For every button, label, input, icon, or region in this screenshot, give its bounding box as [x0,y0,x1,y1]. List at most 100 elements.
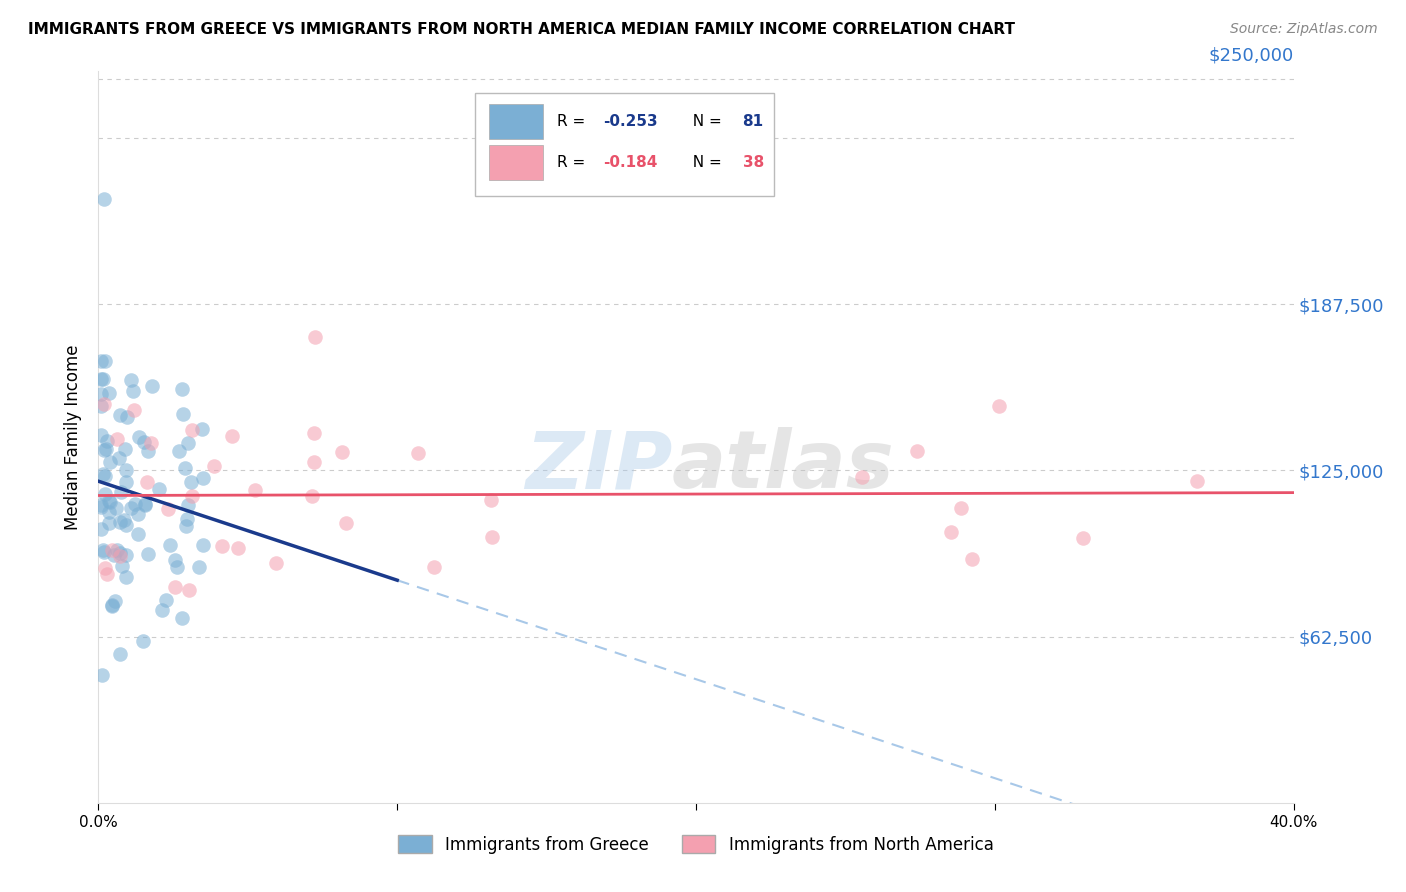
Point [114,442,136,457]
Point [105,432,128,446]
Point [93,545,115,559]
Point [93,443,115,458]
Point [304,330,326,344]
Point [121,384,143,398]
Point [128,429,150,443]
Point [179,582,201,597]
Point [172,407,194,421]
Point [115,410,138,425]
Point [134,435,156,450]
Point [211,540,233,554]
Text: N =: N = [683,155,727,170]
Point [115,548,138,562]
Point [191,422,214,436]
Text: Source: ZipAtlas.com: Source: ZipAtlas.com [1230,22,1378,37]
Point [91,668,114,682]
Point [94,560,117,574]
Point [127,526,149,541]
Point [101,599,124,613]
Point [148,482,170,496]
Point [120,501,142,516]
Point [136,547,159,561]
Point [135,475,157,490]
Point [93,192,115,206]
Point [98,455,121,469]
Point [172,382,194,396]
Point [159,538,181,552]
Point [155,593,177,607]
Point [174,461,197,475]
Point [479,492,502,507]
Text: 81: 81 [742,113,763,128]
Point [90,428,112,442]
Point [96,566,118,581]
Point [202,459,225,474]
Point [108,546,131,560]
Legend: Immigrants from Greece, Immigrants from North America: Immigrants from Greece, Immigrants from … [392,829,1000,860]
Point [101,598,124,612]
Point [104,501,127,516]
Point [104,593,127,607]
Point [98,493,121,508]
Point [108,515,131,529]
Point [1185,474,1208,488]
Point [93,371,115,385]
Point [108,450,131,465]
Point [94,469,117,483]
Text: $250,000: $250,000 [1208,46,1294,64]
Point [114,517,136,532]
Point [166,559,188,574]
Point [97,386,120,401]
Point [304,425,326,440]
Point [98,494,121,508]
Bar [489,145,543,180]
Point [139,435,162,450]
Point [124,497,146,511]
Point [110,647,132,661]
Point [90,399,112,413]
Point [134,497,156,511]
Point [163,553,186,567]
Point [120,373,142,387]
Point [98,506,121,520]
Point [221,429,243,443]
Text: R =: R = [557,155,591,170]
Point [115,569,138,583]
Point [150,603,173,617]
Point [134,498,156,512]
Point [90,354,112,368]
FancyBboxPatch shape [475,94,773,195]
Y-axis label: Median Family Income: Median Family Income [65,344,83,530]
Text: 38: 38 [742,155,763,170]
Text: N =: N = [683,113,727,128]
Point [112,513,135,527]
Point [90,498,112,512]
Point [423,559,446,574]
Point [114,475,136,490]
Point [110,485,132,500]
Point [94,442,117,457]
Point [188,559,211,574]
Point [949,501,972,516]
Point [335,516,357,531]
Point [245,483,267,498]
Point [93,542,115,557]
Point [941,525,963,540]
Point [110,549,132,564]
Point [163,580,186,594]
Text: R =: R = [557,113,591,128]
Point [226,541,249,556]
Text: -0.184: -0.184 [603,155,657,170]
Text: IMMIGRANTS FROM GREECE VS IMMIGRANTS FROM NORTH AMERICA MEDIAN FAMILY INCOME COR: IMMIGRANTS FROM GREECE VS IMMIGRANTS FRO… [28,22,1015,37]
Point [94,487,117,501]
Text: ZIP: ZIP [524,427,672,506]
Point [127,507,149,521]
Point [101,543,124,558]
Point [115,463,138,477]
Point [960,552,983,566]
Point [105,542,128,557]
Bar [489,103,543,138]
Point [481,530,503,544]
Point [180,475,202,489]
Point [1071,531,1094,545]
